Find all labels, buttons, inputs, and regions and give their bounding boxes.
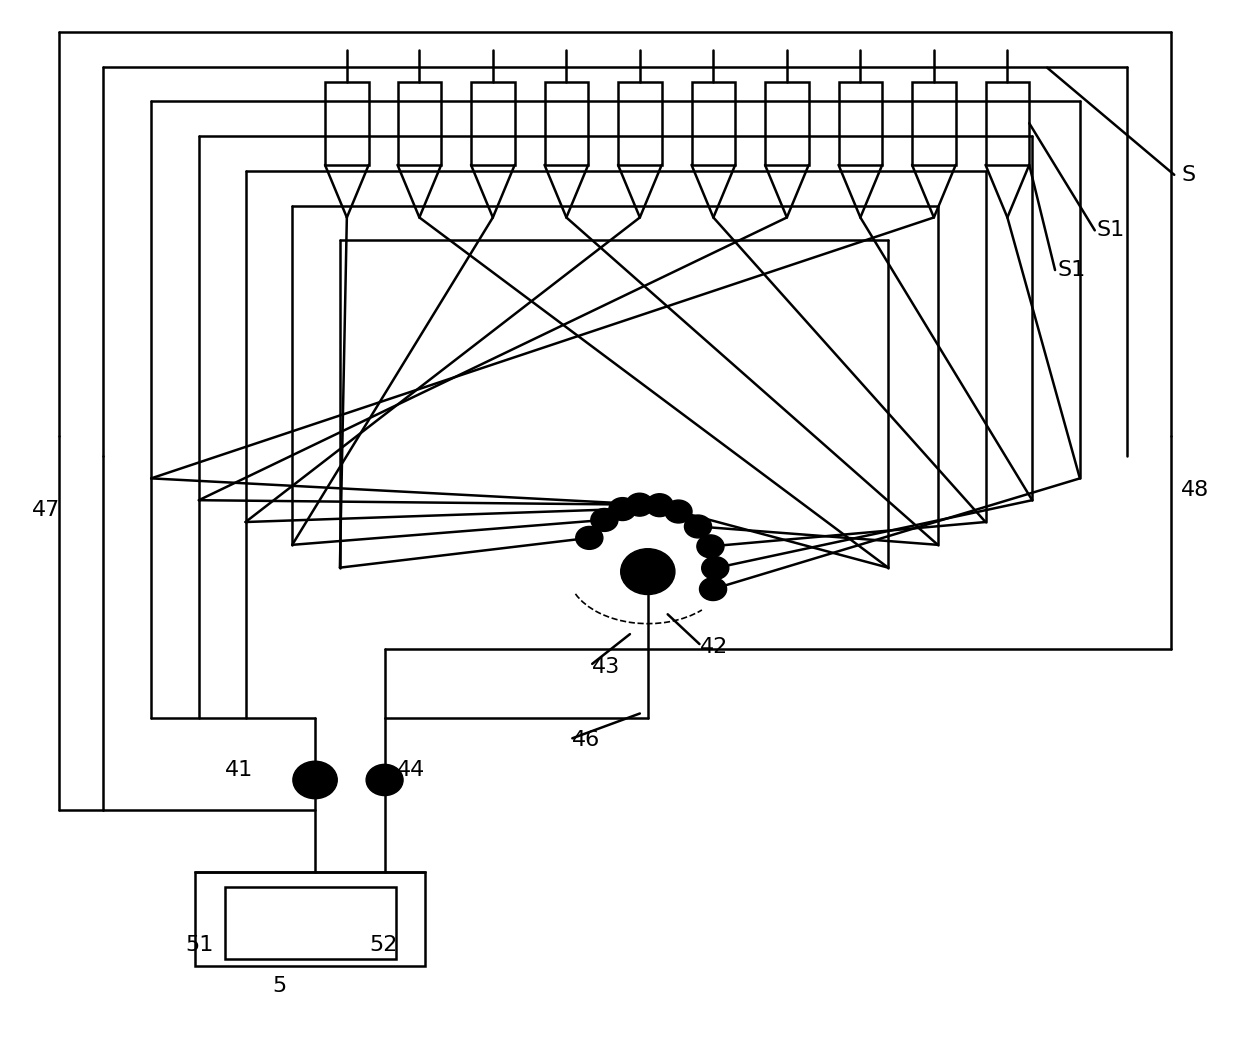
Bar	[325, 82, 368, 165]
Circle shape	[590, 509, 618, 532]
Bar	[765, 82, 808, 165]
Text: 48: 48	[1182, 480, 1209, 500]
Text: 5: 5	[273, 977, 286, 997]
Circle shape	[684, 515, 712, 538]
Text: S: S	[1182, 165, 1195, 185]
Text: 42: 42	[699, 637, 728, 657]
Bar	[544, 82, 588, 165]
Bar	[195, 872, 425, 966]
Bar	[224, 887, 396, 959]
Bar	[618, 82, 662, 165]
Text: 47: 47	[32, 500, 61, 520]
Text: 44: 44	[397, 761, 425, 780]
Circle shape	[626, 493, 653, 516]
Circle shape	[646, 494, 673, 517]
Circle shape	[609, 497, 636, 520]
Text: 51: 51	[185, 935, 213, 955]
Bar	[838, 82, 882, 165]
Text: S1: S1	[1096, 220, 1125, 240]
Text: 43: 43	[593, 657, 620, 677]
Circle shape	[697, 535, 724, 558]
Text: 52: 52	[370, 935, 398, 955]
Bar	[692, 82, 735, 165]
Circle shape	[665, 500, 692, 523]
Circle shape	[621, 549, 675, 595]
Circle shape	[699, 578, 727, 600]
Bar	[471, 82, 515, 165]
Text: 46: 46	[573, 730, 600, 750]
Bar	[398, 82, 441, 165]
Circle shape	[702, 557, 729, 579]
Text: S1: S1	[1056, 260, 1085, 280]
Bar	[986, 82, 1029, 165]
Text: 41: 41	[224, 761, 253, 780]
Circle shape	[575, 527, 603, 550]
Circle shape	[293, 762, 337, 798]
Bar	[913, 82, 956, 165]
Circle shape	[366, 765, 403, 795]
